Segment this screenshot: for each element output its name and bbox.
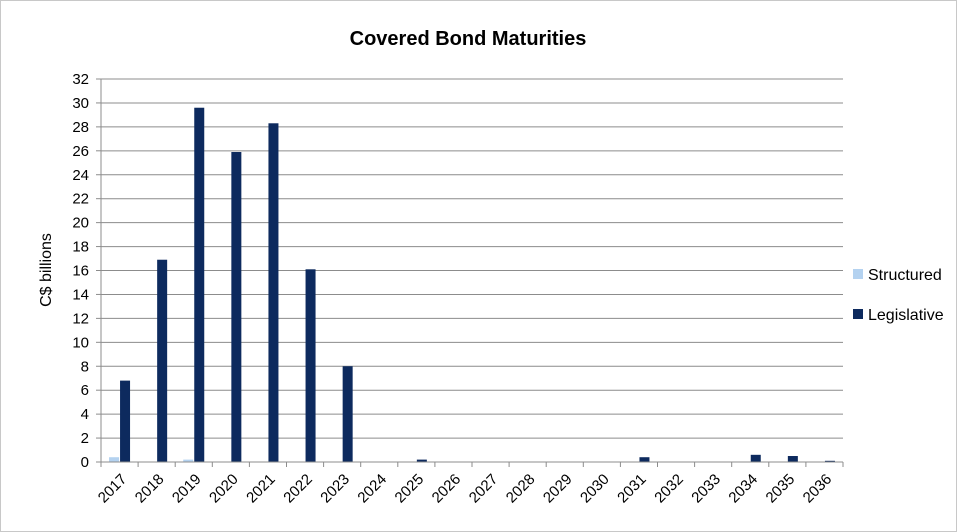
bar-legislative-2023 bbox=[342, 366, 353, 462]
x-tick-label: 2033 bbox=[688, 471, 724, 507]
x-tick-label: 2025 bbox=[392, 471, 428, 507]
x-tick-label: 2035 bbox=[763, 471, 799, 507]
x-tick-label: 2031 bbox=[614, 471, 650, 507]
legend: Structured Legislative bbox=[853, 267, 944, 324]
x-tick-label: 2018 bbox=[132, 471, 168, 507]
bar-legislative-2019 bbox=[194, 107, 205, 462]
x-tick-label: 2024 bbox=[354, 471, 390, 507]
y-tick-label: 14 bbox=[72, 286, 89, 303]
bar-structured-2017 bbox=[109, 457, 120, 462]
y-tick-label: 12 bbox=[72, 310, 89, 327]
bar-legislative-2020 bbox=[231, 152, 242, 462]
y-tick-label: 4 bbox=[81, 406, 89, 423]
y-tick-label: 2 bbox=[81, 430, 89, 447]
y-tick-label: 26 bbox=[72, 143, 89, 160]
legend-label-legislative: Legislative bbox=[868, 307, 944, 324]
legend-label-structured: Structured bbox=[868, 267, 942, 284]
axes bbox=[96, 78, 844, 467]
bar-structured-2019 bbox=[183, 459, 194, 462]
x-tick-labels: 2017 2018 2019 2020 2021 2022 2023 2024 2025 2026… bbox=[95, 471, 836, 507]
x-tick-label: 2020 bbox=[206, 471, 242, 507]
y-tick-label: 24 bbox=[72, 167, 89, 184]
x-tick-label: 2027 bbox=[466, 471, 502, 507]
y-tick-label: 10 bbox=[72, 334, 89, 351]
y-tick-label: 30 bbox=[72, 95, 89, 112]
chart-title: Covered Bond Maturities bbox=[350, 28, 587, 50]
bar-legislative-2035 bbox=[787, 456, 798, 462]
x-tick-label: 2034 bbox=[725, 471, 761, 507]
gridlines bbox=[101, 78, 843, 463]
x-tick-label: 2019 bbox=[169, 471, 205, 507]
y-tick-label: 16 bbox=[72, 263, 89, 280]
legend-swatch-legislative bbox=[853, 309, 863, 319]
y-axis-label: C$ billions bbox=[38, 233, 55, 307]
y-tick-label: 32 bbox=[72, 71, 89, 88]
bars bbox=[109, 107, 835, 463]
x-tick-label: 2028 bbox=[503, 471, 539, 507]
y-tick-label: 22 bbox=[72, 191, 89, 208]
bar-legislative-2017 bbox=[120, 380, 131, 462]
bar-legislative-2021 bbox=[268, 123, 279, 463]
x-tick-label: 2022 bbox=[280, 471, 316, 507]
legend-swatch-structured bbox=[853, 269, 863, 279]
x-tick-label: 2021 bbox=[243, 471, 279, 507]
x-tick-label: 2029 bbox=[540, 471, 576, 507]
y-tick-label: 20 bbox=[72, 215, 89, 232]
y-tick-label: 28 bbox=[72, 119, 89, 136]
x-tick-label: 2030 bbox=[577, 471, 613, 507]
y-tick-label: 6 bbox=[81, 382, 89, 399]
y-tick-label: 8 bbox=[81, 358, 89, 375]
bar-legislative-2025 bbox=[416, 459, 427, 462]
bar-legislative-2022 bbox=[305, 269, 316, 462]
x-tick-label: 2026 bbox=[429, 471, 465, 507]
bar-legislative-2034 bbox=[750, 454, 761, 462]
bar-legislative-2036 bbox=[824, 460, 835, 462]
y-tick-label: 0 bbox=[81, 454, 89, 471]
x-tick-label: 2036 bbox=[800, 471, 836, 507]
bar-legislative-2018 bbox=[157, 259, 168, 462]
y-tick-label: 18 bbox=[72, 239, 89, 256]
x-tick-label: 2032 bbox=[651, 471, 687, 507]
x-tick-label: 2023 bbox=[317, 471, 353, 507]
x-tick-label: 2017 bbox=[95, 471, 131, 507]
bar-legislative-2031 bbox=[639, 457, 650, 462]
